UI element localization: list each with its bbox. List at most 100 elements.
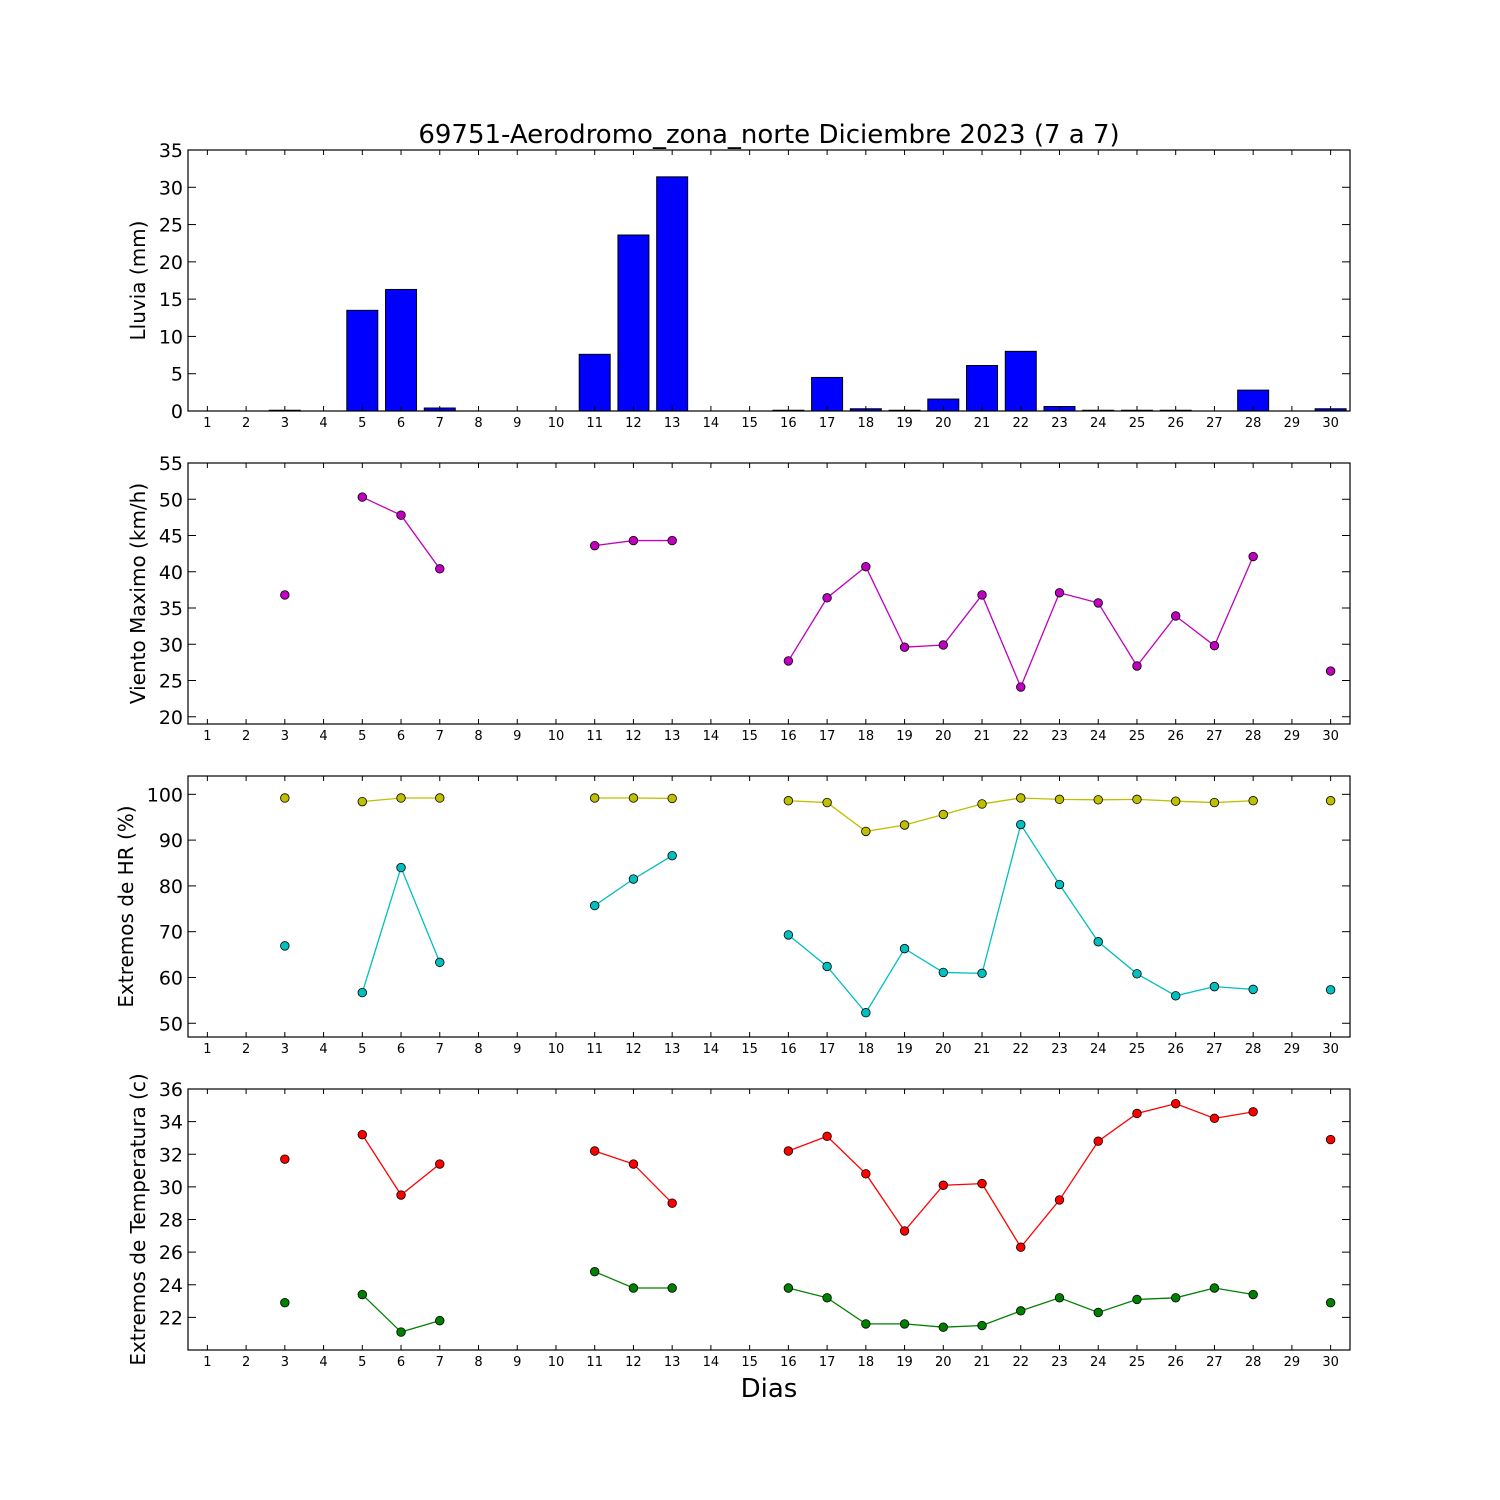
bar-lluvia-11 bbox=[578, 353, 611, 412]
x-tick-label-hr-8: 8 bbox=[474, 1042, 482, 1057]
x-tick-label-temperatura-4: 4 bbox=[319, 1355, 327, 1370]
y-tick-label-hr-60: 60 bbox=[159, 967, 183, 989]
x-tick-label-hr-15: 15 bbox=[741, 1042, 758, 1057]
point-hr-1-17 bbox=[822, 961, 832, 972]
point-hr-1-19 bbox=[899, 943, 910, 954]
axes-frame-viento bbox=[187, 462, 1351, 725]
x-tick-label-hr-29: 29 bbox=[1284, 1042, 1301, 1057]
x-tick-label-temperatura-21: 21 bbox=[974, 1355, 991, 1370]
y-tick-label-viento-45: 45 bbox=[159, 526, 183, 548]
x-tick-label-viento-11: 11 bbox=[586, 729, 603, 744]
x-tick-label-viento-25: 25 bbox=[1129, 729, 1146, 744]
point-temperatura-1-25 bbox=[1132, 1294, 1142, 1305]
point-hr-0-5 bbox=[357, 796, 368, 807]
x-tick-label-lluvia-22: 22 bbox=[1012, 416, 1029, 431]
point-hr-1-21 bbox=[977, 968, 987, 979]
point-hr-0-21 bbox=[977, 799, 987, 809]
bar-lluvia-22 bbox=[1004, 350, 1037, 412]
x-tick-label-hr-12: 12 bbox=[625, 1042, 642, 1057]
x-tick-label-temperatura-2: 2 bbox=[242, 1355, 250, 1370]
x-tick-label-lluvia-12: 12 bbox=[625, 416, 642, 431]
y-tick-label-lluvia-0: 0 bbox=[171, 401, 183, 423]
point-temperatura-0-22 bbox=[1016, 1242, 1026, 1252]
point-temperatura-1-26 bbox=[1170, 1293, 1181, 1303]
x-tick-label-hr-30: 30 bbox=[1322, 1042, 1339, 1057]
y-tick-label-viento-25: 25 bbox=[159, 671, 183, 693]
point-hr-1-27 bbox=[1209, 981, 1220, 992]
point-hr-0-25 bbox=[1132, 794, 1142, 805]
x-tick-label-temperatura-26: 26 bbox=[1167, 1355, 1184, 1370]
x-tick-label-lluvia-30: 30 bbox=[1322, 416, 1339, 431]
y-tick-label-viento-50: 50 bbox=[159, 489, 183, 511]
x-tick-label-viento-2: 2 bbox=[242, 729, 250, 744]
x-tick-label-viento-29: 29 bbox=[1284, 729, 1301, 744]
y-axis-label-hr: Extremos de HR (%) bbox=[114, 805, 138, 1007]
point-hr-1-26 bbox=[1170, 991, 1181, 1001]
x-tick-label-temperatura-12: 12 bbox=[625, 1355, 642, 1370]
y-tick-label-hr-80: 80 bbox=[159, 876, 183, 898]
point-temperatura-1-5 bbox=[357, 1289, 368, 1300]
y-tick-label-lluvia-5: 5 bbox=[171, 364, 183, 386]
point-temperatura-1-17 bbox=[822, 1293, 832, 1303]
x-tick-label-hr-9: 9 bbox=[513, 1042, 521, 1057]
x-tick-label-hr-13: 13 bbox=[664, 1042, 681, 1057]
point-viento-0-12 bbox=[628, 535, 639, 546]
x-tick-label-hr-10: 10 bbox=[548, 1042, 565, 1057]
y-tick-label-hr-70: 70 bbox=[159, 922, 183, 944]
point-temperatura-1-13 bbox=[667, 1283, 677, 1293]
y-axis-label-lluvia: Lluvia (mm) bbox=[126, 221, 150, 341]
point-hr-0-19 bbox=[899, 820, 910, 830]
x-tick-label-viento-10: 10 bbox=[548, 729, 565, 744]
x-tick-label-lluvia-18: 18 bbox=[858, 416, 875, 431]
point-hr-0-26 bbox=[1170, 796, 1181, 806]
point-hr-0-3 bbox=[280, 793, 290, 803]
point-temperatura-0-6 bbox=[396, 1190, 406, 1200]
y-axis-label-viento: Viento Maximo (km/h) bbox=[126, 483, 150, 704]
point-hr-0-28 bbox=[1248, 796, 1258, 806]
point-temperatura-1-11 bbox=[590, 1266, 600, 1277]
point-temperatura-0-26 bbox=[1170, 1098, 1181, 1109]
axes-frame-hr bbox=[187, 775, 1351, 1038]
x-tick-label-temperatura-16: 16 bbox=[780, 1355, 797, 1370]
x-tick-label-viento-17: 17 bbox=[819, 729, 836, 744]
point-hr-0-27 bbox=[1209, 797, 1220, 808]
x-tick-label-temperatura-9: 9 bbox=[513, 1355, 521, 1370]
x-tick-label-lluvia-1: 1 bbox=[203, 416, 211, 431]
panel-hr: 1 2 3 4 5 6 7 8 9 10 11 12 13 14 15 16 17 18 19 20 21 22 23 24 2… bbox=[114, 775, 1351, 1057]
point-temperatura-0-16 bbox=[783, 1146, 794, 1156]
x-tick-label-viento-9: 9 bbox=[513, 729, 521, 744]
x-tick-label-hr-11: 11 bbox=[586, 1042, 603, 1057]
x-tick-label-lluvia-11: 11 bbox=[586, 416, 603, 431]
point-hr-0-12 bbox=[628, 793, 639, 803]
point-hr-1-22 bbox=[1016, 819, 1026, 830]
point-temperatura-1-27 bbox=[1209, 1283, 1220, 1293]
x-tick-label-viento-18: 18 bbox=[858, 729, 875, 744]
x-tick-label-lluvia-2: 2 bbox=[242, 416, 250, 431]
x-tick-label-lluvia-15: 15 bbox=[741, 416, 758, 431]
x-tick-label-temperatura-10: 10 bbox=[548, 1355, 565, 1370]
point-hr-1-12 bbox=[628, 874, 639, 884]
x-tick-label-hr-21: 21 bbox=[974, 1042, 991, 1057]
point-hr-1-25 bbox=[1132, 969, 1142, 979]
point-hr-1-18 bbox=[861, 1008, 871, 1018]
x-tick-label-viento-26: 26 bbox=[1167, 729, 1184, 744]
point-viento-0-22 bbox=[1016, 682, 1026, 692]
y-tick-label-lluvia-30: 30 bbox=[159, 177, 183, 199]
y-tick-label-temperatura-24: 24 bbox=[159, 1275, 183, 1297]
point-temperatura-0-28 bbox=[1248, 1107, 1258, 1117]
x-tick-label-lluvia-28: 28 bbox=[1245, 416, 1262, 431]
y-tick-label-lluvia-20: 20 bbox=[159, 252, 183, 274]
point-hr-0-11 bbox=[590, 793, 600, 803]
point-temperatura-1-22 bbox=[1016, 1306, 1026, 1316]
point-hr-1-20 bbox=[938, 967, 949, 978]
y-tick-label-lluvia-25: 25 bbox=[159, 215, 183, 237]
point-viento-0-18 bbox=[861, 561, 871, 572]
point-temperatura-1-23 bbox=[1054, 1293, 1065, 1303]
x-tick-label-lluvia-19: 19 bbox=[896, 416, 913, 431]
x-tick-label-temperatura-6: 6 bbox=[397, 1355, 405, 1370]
point-hr-1-13 bbox=[667, 850, 677, 861]
point-hr-0-7 bbox=[435, 793, 445, 803]
x-tick-label-hr-7: 7 bbox=[436, 1042, 444, 1057]
x-tick-label-hr-5: 5 bbox=[358, 1042, 366, 1057]
point-temperatura-0-5 bbox=[357, 1129, 368, 1140]
